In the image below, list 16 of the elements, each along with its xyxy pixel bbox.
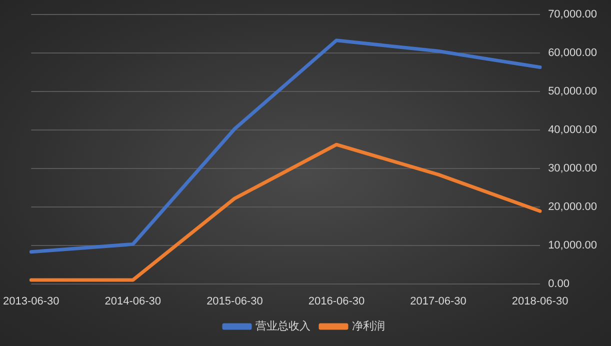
x-tick-label: 2017-06-30 xyxy=(410,295,466,308)
y-tick-label: 60,000.00 xyxy=(548,47,597,60)
x-tick-label: 2014-06-30 xyxy=(104,295,162,308)
y-tick-label: 20,000.00 xyxy=(548,200,597,213)
y-tick-label: 10,000.00 xyxy=(548,239,597,252)
x-tick-label: 2016-06-30 xyxy=(308,295,365,308)
y-tick-label: 50,000.00 xyxy=(548,86,597,98)
x-tick-label: 2018-06-30 xyxy=(512,295,568,308)
x-tick-label: 2013-06-30 xyxy=(2,295,60,308)
legend-label: 营业总收入 xyxy=(256,319,310,332)
y-tick-label: 30,000.00 xyxy=(548,162,597,174)
y-tick-label: 40,000.00 xyxy=(548,124,597,136)
x-tick-label: 2015-06-30 xyxy=(206,295,263,308)
y-tick-label: 70,000.00 xyxy=(548,8,597,21)
y-tick-label: 0.00 xyxy=(548,278,570,290)
legend-label: 净利润 xyxy=(352,319,385,332)
